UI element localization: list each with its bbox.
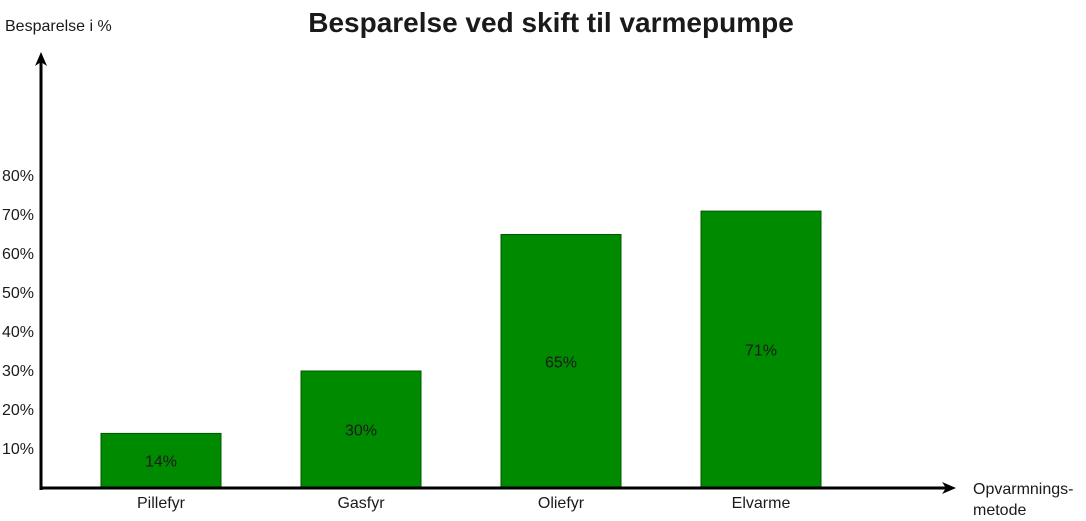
x-axis-label-line2: metode xyxy=(973,502,1026,519)
chart-title: Besparelse ved skift til varmepumpe xyxy=(308,7,794,38)
y-tick-label: 80% xyxy=(2,168,34,185)
y-tick-label: 10% xyxy=(2,441,34,458)
y-tick-label: 60% xyxy=(2,246,34,263)
data-label: 65% xyxy=(545,354,577,371)
y-tick-label: 30% xyxy=(2,363,34,380)
x-tick-label: Elvarme xyxy=(732,495,791,512)
bar-pillefyr xyxy=(100,432,222,489)
data-label: 14% xyxy=(145,454,177,471)
x-tick-label: Oliefyr xyxy=(538,495,585,512)
x-axis-label-line1: Opvarmnings- xyxy=(973,481,1073,498)
y-axis-arrow xyxy=(35,52,47,66)
y-tick-label: 20% xyxy=(2,402,34,419)
x-tick-label: Gasfyr xyxy=(337,495,385,512)
x-axis-arrow xyxy=(942,482,956,494)
x-tick-label: Pillefyr xyxy=(137,495,186,512)
bar-elvarme xyxy=(700,210,822,489)
bar-gasfyr xyxy=(300,370,422,489)
y-tick-label: 50% xyxy=(2,285,34,302)
data-label: 30% xyxy=(345,423,377,440)
bar-oliefyr xyxy=(500,234,622,489)
data-label: 71% xyxy=(745,343,777,360)
y-tick-label: 40% xyxy=(2,324,34,341)
y-axis-label: Besparelse i % xyxy=(5,18,112,35)
y-tick-label: 70% xyxy=(2,207,34,224)
